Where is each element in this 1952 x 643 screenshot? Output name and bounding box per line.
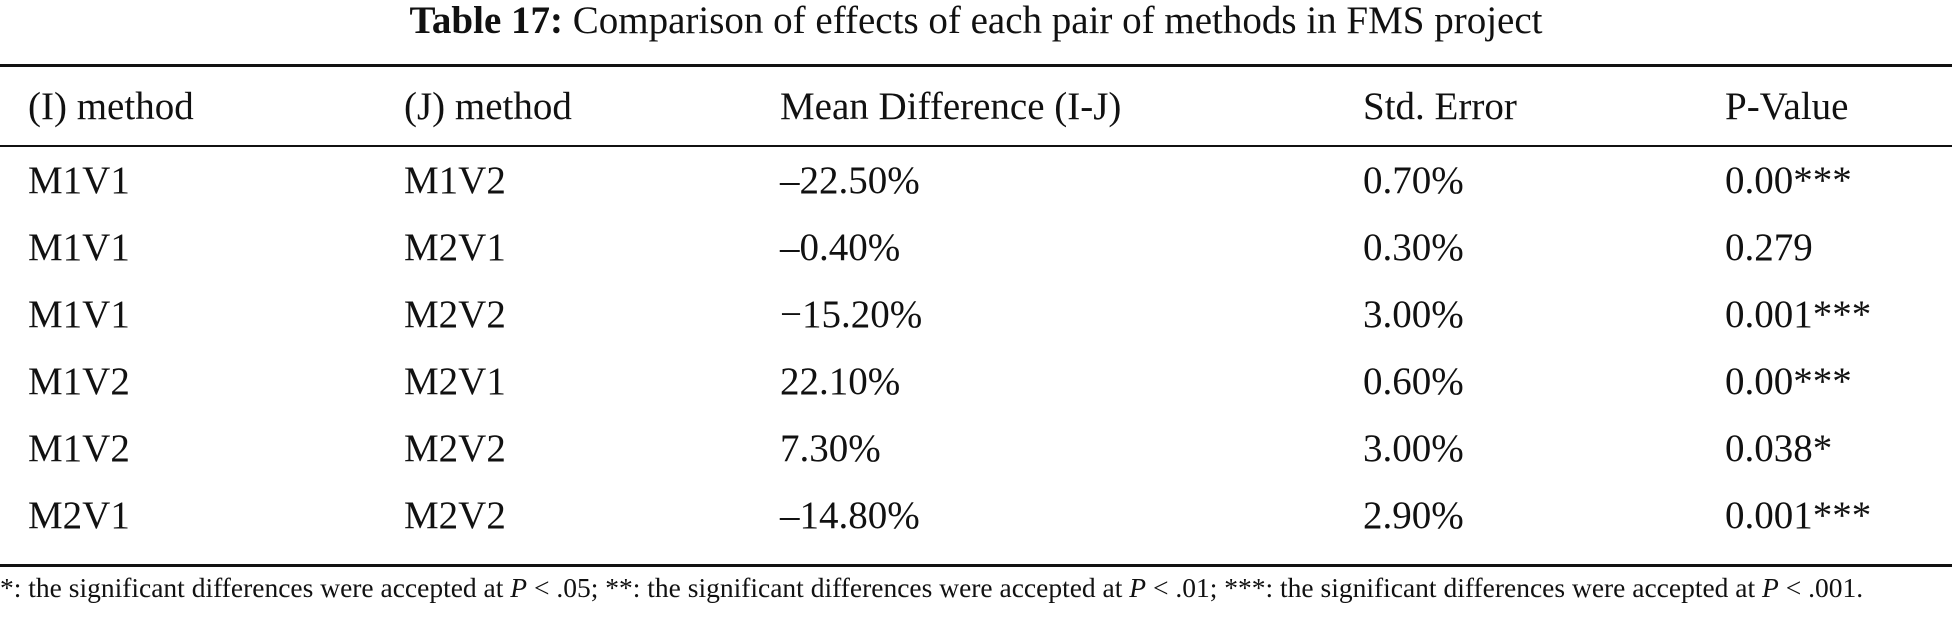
header-mean-difference: Mean Difference (I-J) xyxy=(780,84,1122,128)
cell-j-method: M2V2 xyxy=(404,293,506,336)
table-row: M2V1 M2V2 –14.80% 2.90% 0.001*** xyxy=(0,482,1952,549)
footnote-p01-text: **: the significant differences were acc… xyxy=(605,572,1130,603)
cell-mean-difference: –14.80% xyxy=(780,494,920,537)
footnote-p001-value: < .001. xyxy=(1778,572,1864,603)
cell-std-error: 0.70% xyxy=(1363,159,1464,202)
table-caption: Table 17: Comparison of effects of each … xyxy=(0,0,1952,42)
table-caption-text: Comparison of effects of each pair of me… xyxy=(572,0,1543,42)
cell-mean-difference: 7.30% xyxy=(780,427,881,470)
header-j-method: (J) method xyxy=(404,84,572,128)
cell-j-method: M2V1 xyxy=(404,226,506,269)
footnote-p05-text: *: the significant differences were acce… xyxy=(0,572,511,603)
cell-mean-difference: –22.50% xyxy=(780,159,920,202)
table-row: M1V2 M2V1 22.10% 0.60% 0.00*** xyxy=(0,348,1952,415)
cell-p-value: 0.001*** xyxy=(1725,494,1872,537)
footnote-p001-variable: P xyxy=(1762,572,1779,603)
footnote-p001-text: ***: the significant differences were ac… xyxy=(1224,572,1763,603)
cell-mean-difference: −15.20% xyxy=(780,293,923,336)
cell-j-method: M2V1 xyxy=(404,360,506,403)
table-row: M1V2 M2V2 7.30% 3.00% 0.038* xyxy=(0,415,1952,482)
table-bottom-rule xyxy=(0,564,1952,567)
cell-p-value: 0.279 xyxy=(1725,226,1813,269)
cell-p-value: 0.038* xyxy=(1725,427,1833,470)
cell-p-value: 0.00*** xyxy=(1725,159,1852,202)
header-i-method: (I) method xyxy=(28,84,194,128)
footnote-p05-value: < .05; xyxy=(527,572,606,603)
table-footnote: *: the significant differences were acce… xyxy=(0,571,1952,605)
cell-j-method: M1V2 xyxy=(404,159,506,202)
table-body: M1V1 M1V2 –22.50% 0.70% 0.00*** M1V1 M2V… xyxy=(0,145,1952,549)
table-header: (I) method (J) method Mean Difference (I… xyxy=(0,67,1952,145)
cell-std-error: 3.00% xyxy=(1363,293,1464,336)
cell-i-method: M1V1 xyxy=(28,226,130,269)
cell-j-method: M2V2 xyxy=(404,494,506,537)
cell-p-value: 0.001*** xyxy=(1725,293,1872,336)
table-caption-label: Table 17: xyxy=(409,0,564,42)
header-p-value: P-Value xyxy=(1725,84,1849,128)
cell-std-error: 2.90% xyxy=(1363,494,1464,537)
table-header-row: (I) method (J) method Mean Difference (I… xyxy=(0,67,1952,145)
cell-std-error: 0.30% xyxy=(1363,226,1464,269)
footnote-p05-variable: P xyxy=(510,572,528,603)
table-row: M1V1 M2V2 −15.20% 3.00% 0.001*** xyxy=(0,281,1952,348)
comparison-table: (I) method (J) method Mean Difference (I… xyxy=(0,67,1952,549)
table-row: M1V1 M2V1 –0.40% 0.30% 0.279 xyxy=(0,214,1952,281)
cell-mean-difference: –0.40% xyxy=(780,226,901,269)
cell-j-method: M2V2 xyxy=(404,427,506,470)
cell-i-method: M1V2 xyxy=(28,427,130,470)
cell-mean-difference: 22.10% xyxy=(780,360,901,403)
cell-i-method: M1V1 xyxy=(28,293,130,336)
table-header-rule xyxy=(0,145,1952,147)
footnote-p01-value: < .01; xyxy=(1146,572,1225,603)
table-top-rule xyxy=(0,64,1952,67)
cell-p-value: 0.00*** xyxy=(1725,360,1852,403)
cell-i-method: M2V1 xyxy=(28,494,130,537)
cell-i-method: M1V2 xyxy=(28,360,130,403)
cell-i-method: M1V1 xyxy=(28,159,130,202)
table-row: M1V1 M1V2 –22.50% 0.70% 0.00*** xyxy=(0,145,1952,214)
cell-std-error: 0.60% xyxy=(1363,360,1464,403)
footnote-p01-variable: P xyxy=(1129,572,1147,603)
header-std-error: Std. Error xyxy=(1363,84,1517,128)
cell-std-error: 3.00% xyxy=(1363,427,1464,470)
